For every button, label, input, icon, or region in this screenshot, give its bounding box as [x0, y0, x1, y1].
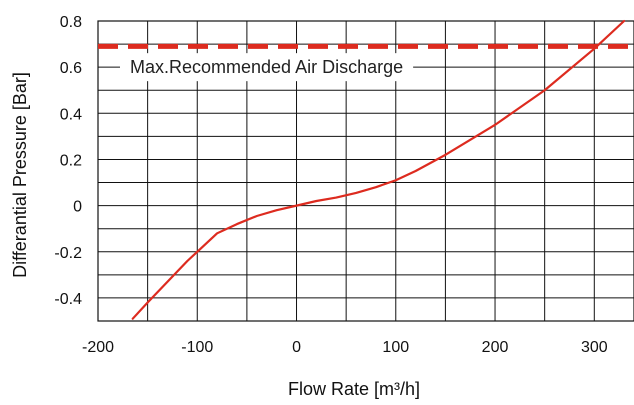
- y-tick-label: 0: [73, 199, 82, 216]
- plot-frame: [97, 20, 634, 322]
- max-recommended-label: Max.Recommended Air Discharge: [130, 57, 403, 77]
- y-tick-label: 0.6: [60, 60, 82, 77]
- y-tick-label: 0.2: [60, 152, 82, 169]
- x-tick-label: 0: [292, 339, 301, 356]
- y-tick-label: 0.8: [60, 14, 82, 31]
- annotation-group: Max.Recommended Air Discharge: [120, 53, 414, 82]
- y-tick-label: 0.4: [60, 106, 82, 123]
- series-line: [131, 19, 626, 320]
- annotation-background: [120, 53, 414, 82]
- x-tick-label: 100: [382, 339, 409, 356]
- y-tick-label: -0.4: [54, 291, 82, 308]
- y-tick-label: -0.2: [54, 245, 82, 262]
- axis-labels: Flow Rate [m³/h] Differantial Pressure [B…: [10, 72, 420, 399]
- x-tick-label: -100: [181, 339, 213, 356]
- x-tick-label: -200: [82, 339, 114, 356]
- series-group: [131, 19, 626, 320]
- x-axis-label: Flow Rate [m³/h]: [288, 379, 420, 399]
- ticks: -200 -100 0 100 200 300 -0.4 -0.2 0 0.2 0.4 0.6 0.8: [54, 14, 607, 356]
- y-axis-label: Differantial Pressure [Bar]: [10, 72, 30, 278]
- x-tick-label: 300: [581, 339, 608, 356]
- x-tick-label: 200: [482, 339, 509, 356]
